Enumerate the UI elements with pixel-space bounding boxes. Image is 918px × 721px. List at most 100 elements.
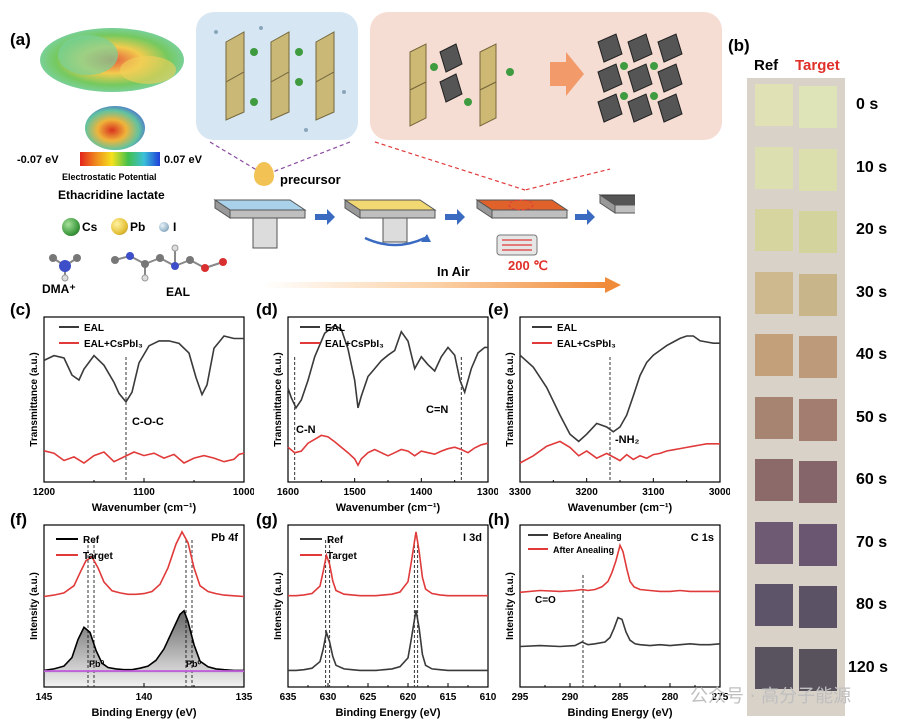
legend-label: EAL+CsPbI₃	[84, 339, 143, 350]
precursor-drop-icon	[254, 162, 274, 186]
chart-d-ftir-cn: 1600 1500 1400 1300 Wavenumber (cm⁻¹) Transmi…	[273, 316, 498, 514]
ref-film-swatch	[755, 459, 793, 501]
series-line	[43, 450, 245, 464]
ref-film-swatch	[755, 209, 793, 251]
x-tick-label: 615	[440, 692, 457, 703]
x-tick-label: 3000	[709, 487, 730, 498]
in-air-arrow-shaft	[262, 282, 607, 288]
col-target-label: Target	[795, 57, 840, 74]
time-label: 60 s	[856, 471, 888, 488]
target-film-swatch	[799, 523, 837, 566]
time-label: 40 s	[856, 346, 888, 363]
col-ref-label: Ref	[754, 57, 779, 74]
cs-atom-icon	[62, 218, 80, 236]
step-arrow-icon	[315, 209, 335, 225]
x-axis-label: Wavenumber (cm⁻¹)	[336, 502, 441, 514]
time-label: 10 s	[856, 158, 888, 176]
annotation: Pb⁰	[89, 659, 105, 669]
x-tick-label: 295	[512, 692, 529, 703]
esp-min-label: -0.07 eV	[17, 154, 59, 166]
series-line	[287, 434, 489, 467]
time-label: 50 s	[856, 408, 888, 426]
x-tick-label: 1400	[410, 487, 433, 498]
y-axis-label: Transmittance (a.u.)	[505, 352, 516, 446]
series-line	[288, 531, 488, 597]
corner-label: Pb 4f	[211, 532, 238, 544]
panel-label-b: (b)	[728, 36, 750, 55]
target-film-swatch	[799, 336, 837, 378]
chart-c-ftir-coc: 1200 1100 1000 Wavenumber (cm⁻¹) Transmittan…	[29, 316, 254, 514]
time-label: 70 s	[856, 533, 888, 551]
target-film-swatch	[799, 86, 837, 128]
legend-label: Target	[327, 551, 357, 562]
target-film-swatch	[799, 648, 837, 691]
time-label: 30 s	[856, 283, 888, 301]
ref-film-swatch	[755, 521, 793, 564]
ref-film-swatch	[755, 146, 793, 189]
target-film-swatch	[799, 461, 837, 503]
time-label: 0 s	[856, 96, 879, 113]
x-tick-label: 625	[360, 692, 377, 703]
plot-frame	[519, 524, 721, 688]
x-tick-label: 1100	[133, 487, 155, 498]
panel-label-d: (d)	[256, 300, 278, 319]
chart-e-ftir-nh2: 3300 3200 3100 3000 Wavenumber (cm⁻¹) Transmi…	[505, 316, 730, 514]
plot-frame	[519, 316, 721, 483]
legend-pb: Pb	[130, 220, 146, 234]
molecule-name: Ethacridine lactate	[58, 188, 165, 202]
legend-label: Ref	[83, 535, 100, 546]
esp-caption: Electrostatic Potential	[62, 172, 157, 182]
annotation: C=O	[535, 595, 556, 606]
target-film-swatch	[799, 398, 837, 441]
panel-label-f: (f)	[10, 510, 27, 529]
series-line	[43, 335, 244, 404]
process-steps-image	[213, 194, 635, 256]
precursor-structure-bubble	[196, 12, 358, 140]
x-tick-label: 630	[320, 692, 337, 703]
pb-atom-icon	[111, 218, 128, 235]
precursor-label: precursor	[280, 172, 341, 187]
legend-label: EAL+CsPbI₃	[557, 339, 616, 350]
y-axis-label: Intensity (a.u.)	[29, 572, 40, 640]
x-axis-label: Binding Energy (eV)	[567, 707, 672, 719]
x-tick-label: 285	[612, 692, 629, 703]
x-tick-label: 290	[562, 692, 579, 703]
x-tick-label: 1500	[344, 487, 367, 498]
ref-film-swatch	[755, 334, 793, 376]
panel-label-h: (h)	[488, 510, 510, 529]
x-tick-label: 140	[136, 692, 153, 703]
series-line	[519, 440, 720, 464]
x-tick-label: 3300	[509, 487, 532, 498]
ref-film-swatch	[755, 646, 793, 689]
x-tick-label: 145	[36, 692, 53, 703]
in-air-arrow-head-icon	[605, 277, 621, 293]
ref-film-swatch	[755, 396, 793, 439]
annotation: C-N	[296, 424, 316, 436]
esp-colorbar	[80, 152, 160, 166]
x-tick-label: 135	[236, 692, 253, 703]
watermark-text: 公众号 · 高分子能源	[690, 686, 852, 707]
annealing-structure-bubble	[370, 12, 722, 140]
time-label: 120 s	[848, 658, 889, 676]
i-atom-icon	[159, 222, 169, 232]
legend-label: Before Anealing	[553, 531, 622, 541]
zoom-guide-lines	[209, 141, 610, 191]
legend-i: I	[173, 220, 177, 234]
x-tick-label: 1600	[277, 487, 300, 498]
y-axis-label: Intensity (a.u.)	[505, 572, 516, 640]
x-axis-label: Binding Energy (eV)	[335, 707, 440, 719]
plot-frame	[287, 316, 489, 483]
legend-label: EAL+CsPbI₃	[325, 339, 384, 350]
transformation-arrow-icon	[550, 52, 584, 96]
time-label: 20 s	[856, 221, 888, 238]
legend-label: Ref	[327, 535, 344, 546]
legend-label: EAL	[557, 323, 577, 334]
series-line	[519, 335, 720, 443]
esp-surface-image	[40, 28, 184, 150]
chart-g-xps-i3d: 635 630 625 620 615 610 Binding Energy (eV) Int…	[273, 524, 497, 719]
legend-label: After Anealing	[553, 545, 614, 555]
corner-label: I 3d	[463, 532, 482, 544]
chart-f-xps-pb4f: 145 140 135 Binding Energy (eV) Intensity (a…	[29, 524, 253, 719]
molecule-ballstick-image	[49, 244, 227, 282]
eal-label: EAL	[166, 285, 190, 299]
